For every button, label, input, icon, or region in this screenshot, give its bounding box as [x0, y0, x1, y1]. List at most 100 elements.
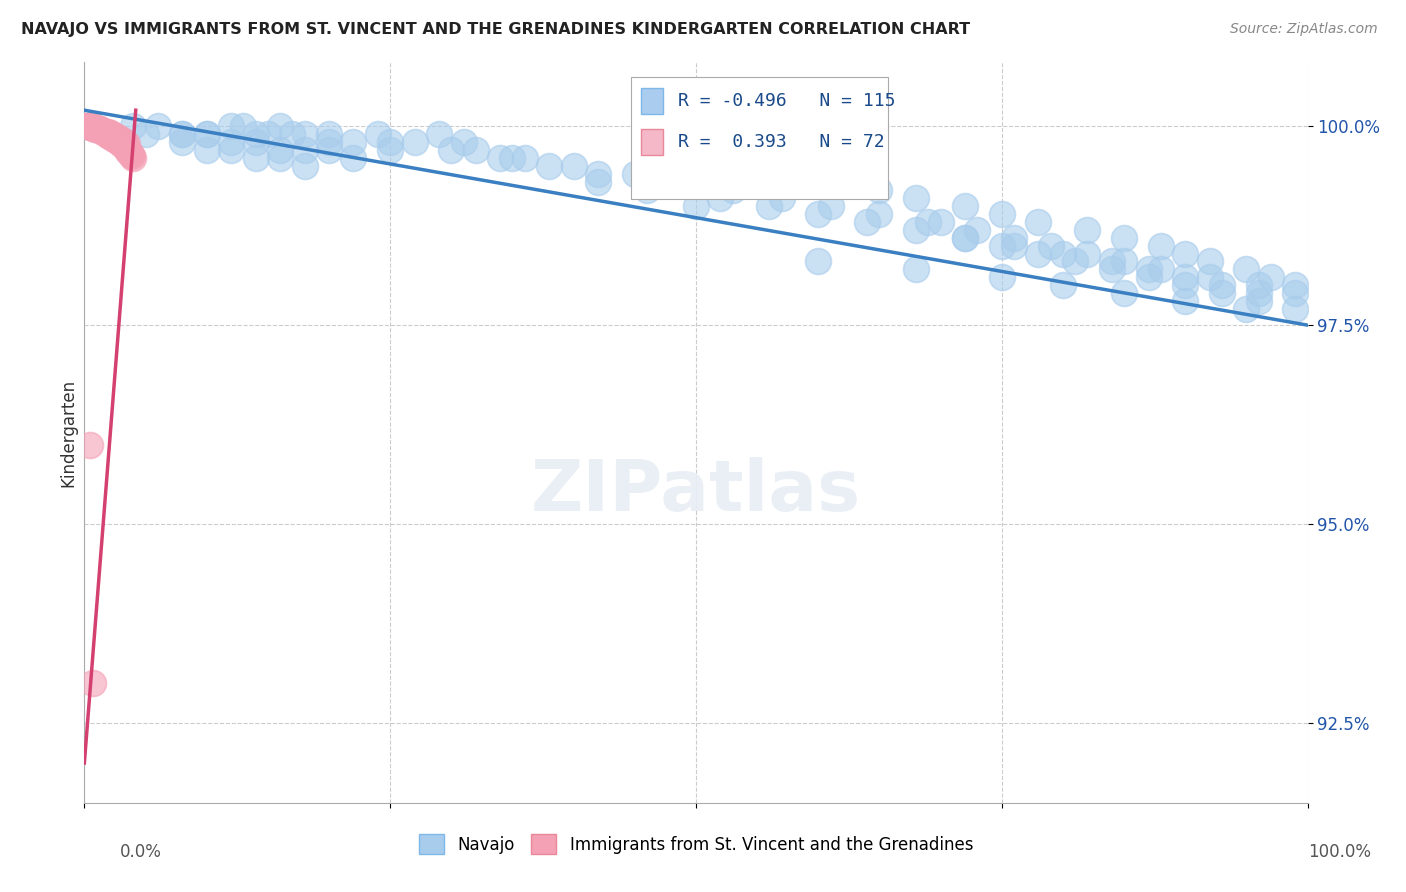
Point: [96, 126, 118, 140]
Point: [294, 143, 316, 157]
Point: [1150, 238, 1173, 252]
Point: [917, 214, 939, 228]
Point: [661, 175, 683, 189]
Point: [245, 151, 267, 165]
Point: [1236, 262, 1258, 277]
Point: [1247, 294, 1270, 309]
Point: [869, 183, 891, 197]
Point: [281, 127, 304, 141]
Point: [427, 127, 450, 141]
Point: [636, 167, 658, 181]
Point: [586, 167, 609, 181]
Point: [122, 151, 145, 165]
Point: [219, 143, 242, 157]
Point: [77, 119, 100, 133]
Point: [1101, 254, 1123, 268]
Point: [97, 127, 120, 141]
Point: [101, 129, 124, 144]
Point: [1076, 246, 1098, 260]
Point: [172, 127, 194, 141]
Text: NAVAJO VS IMMIGRANTS FROM ST. VINCENT AND THE GRENADINES KINDERGARTEN CORRELATIO: NAVAJO VS IMMIGRANTS FROM ST. VINCENT AN…: [21, 22, 970, 37]
Point: [489, 151, 512, 165]
Point: [929, 214, 952, 228]
Point: [807, 207, 830, 221]
Point: [84, 120, 107, 135]
Point: [110, 135, 132, 149]
Point: [1198, 254, 1220, 268]
Point: [318, 143, 340, 157]
Point: [991, 207, 1014, 221]
Point: [905, 222, 928, 236]
Point: [586, 175, 609, 189]
Point: [195, 127, 218, 141]
Point: [146, 119, 169, 133]
Point: [1002, 238, 1025, 252]
Point: [966, 222, 988, 236]
Point: [83, 120, 105, 135]
Legend: Navajo, Immigrants from St. Vincent and the Grenadines: Navajo, Immigrants from St. Vincent and …: [412, 828, 980, 861]
Point: [108, 134, 131, 148]
Point: [219, 135, 242, 149]
Point: [93, 125, 115, 139]
Point: [991, 270, 1014, 285]
Point: [232, 119, 254, 133]
Point: [80, 119, 103, 133]
Point: [770, 191, 793, 205]
Point: [103, 132, 125, 146]
Point: [89, 122, 111, 136]
Point: [453, 135, 475, 149]
FancyBboxPatch shape: [631, 78, 889, 200]
Point: [440, 143, 463, 157]
Point: [380, 135, 402, 149]
Point: [111, 133, 134, 147]
Point: [1114, 254, 1136, 268]
Point: [342, 135, 364, 149]
Point: [1039, 238, 1062, 252]
Point: [269, 119, 291, 133]
Point: [105, 133, 128, 147]
Text: R =  0.393   N = 72: R = 0.393 N = 72: [678, 133, 884, 151]
Point: [219, 119, 242, 133]
Point: [100, 128, 122, 143]
Point: [98, 126, 121, 140]
Text: ZIPatlas: ZIPatlas: [531, 458, 860, 526]
Point: [318, 127, 340, 141]
Point: [77, 119, 100, 133]
Point: [112, 139, 135, 153]
Point: [97, 126, 120, 140]
FancyBboxPatch shape: [641, 88, 664, 114]
Point: [1174, 270, 1197, 285]
Point: [636, 183, 658, 197]
Point: [98, 128, 121, 142]
Point: [121, 149, 143, 163]
Point: [118, 146, 141, 161]
Point: [93, 126, 115, 140]
Point: [953, 199, 976, 213]
Point: [991, 238, 1014, 252]
Point: [905, 262, 928, 277]
Point: [100, 130, 122, 145]
Point: [1101, 262, 1123, 277]
Point: [1284, 278, 1306, 293]
Point: [685, 199, 707, 213]
Point: [1284, 302, 1306, 317]
Point: [721, 183, 744, 197]
Point: [1114, 230, 1136, 244]
Point: [1284, 286, 1306, 301]
Point: [1198, 270, 1220, 285]
Point: [1247, 286, 1270, 301]
Point: [1150, 262, 1173, 277]
Point: [87, 122, 110, 136]
Point: [96, 127, 118, 141]
Point: [77, 119, 100, 133]
Point: [1260, 270, 1282, 285]
Point: [110, 136, 132, 151]
Point: [1114, 286, 1136, 301]
Point: [101, 127, 124, 141]
Point: [1137, 262, 1160, 277]
Point: [114, 135, 136, 149]
Point: [905, 191, 928, 205]
Point: [107, 135, 129, 149]
Text: 0.0%: 0.0%: [120, 843, 162, 861]
Point: [77, 119, 100, 133]
